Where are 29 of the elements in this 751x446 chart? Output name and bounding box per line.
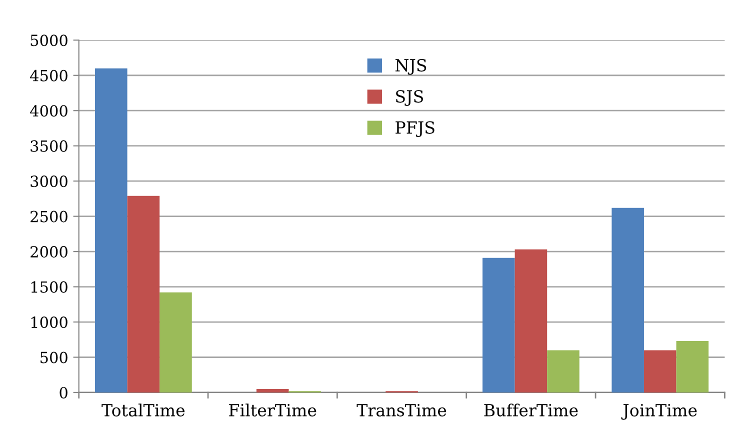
bar (482, 258, 515, 392)
bar (95, 68, 128, 392)
y-tick-label: 1000 (31, 316, 68, 328)
bar (644, 350, 676, 392)
y-tick-label: 2000 (30, 246, 68, 258)
bar (127, 196, 160, 392)
bar (612, 208, 644, 392)
bar (256, 388, 289, 392)
bar (160, 292, 192, 392)
legend-label: NJS (395, 58, 426, 75)
y-tick-label: 3000 (30, 176, 68, 188)
bar (547, 350, 580, 392)
y-tick-label: 4500 (30, 70, 68, 82)
y-tick-label: 5000 (30, 34, 68, 46)
x-tick-label: FilterTime (229, 404, 316, 416)
bar (514, 249, 548, 392)
y-tick-label: 2500 (30, 210, 68, 222)
y-tick-label: 3500 (30, 140, 68, 152)
legend-label: PFJS (396, 121, 434, 138)
x-tick-label: TransTime (356, 404, 446, 416)
x-tick-label: TotalTime (102, 404, 185, 416)
y-tick-label: 500 (40, 352, 68, 364)
y-tick-label: 1500 (31, 281, 68, 293)
x-tick-label: JoinTime (621, 404, 697, 420)
y-tick-label: 0 (60, 386, 68, 398)
legend-label: SJS (396, 90, 423, 106)
bar (676, 341, 709, 392)
x-tick-label: BufferTime (484, 404, 578, 416)
y-tick-label: 4000 (30, 105, 68, 117)
